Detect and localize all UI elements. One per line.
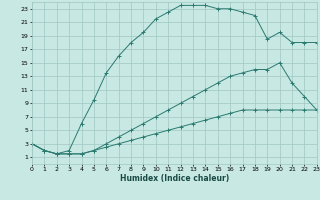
X-axis label: Humidex (Indice chaleur): Humidex (Indice chaleur) bbox=[120, 174, 229, 183]
